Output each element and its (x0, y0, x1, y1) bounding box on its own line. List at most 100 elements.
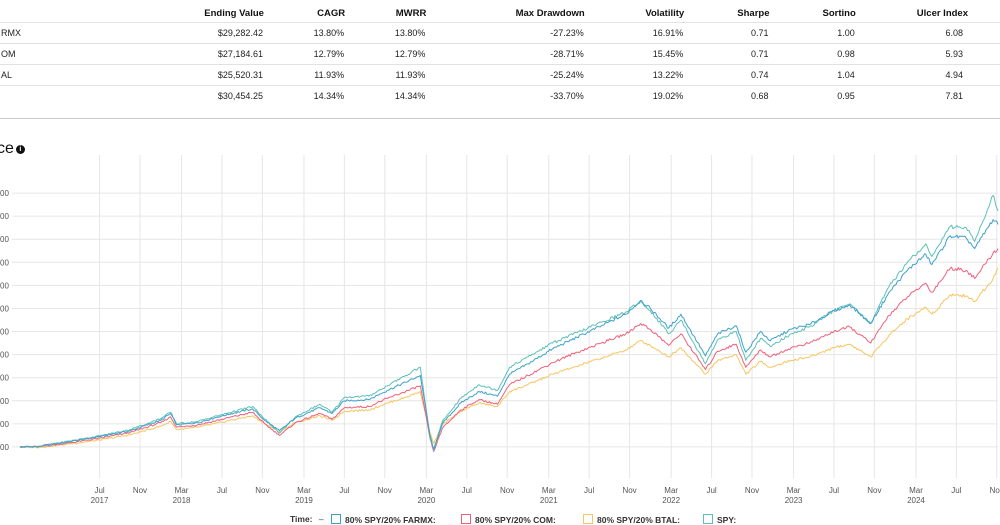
chart-legend: Time: – 80% SPY/20% FARMX: 80% SPY/20% C… (0, 511, 1000, 525)
x-tick-label: Mar (664, 486, 678, 495)
legend-item-farmx[interactable]: 80% SPY/20% FARMX: (331, 514, 436, 525)
table-row: RMX $29,282.42 13.80% 13.80% -27.23% 16.… (0, 22, 1000, 44)
legend-label: 80% SPY/20% FARMX: (345, 515, 436, 525)
table-row: AL $25,520.31 11.93% 11.93% -25.24% 13.2… (0, 64, 1000, 86)
x-tick-label: Jul (462, 486, 472, 495)
legend-label: 80% SPY/20% BTAL: (597, 515, 680, 525)
x-tick-label: Nov (255, 486, 269, 495)
x-tick-label: Nov (500, 486, 514, 495)
x-year-label: 2019 (295, 496, 313, 505)
header-ending-value[interactable]: Ending Value (204, 7, 264, 19)
x-tick-label: Jul (951, 486, 961, 495)
header-max-drawdown[interactable]: Max Drawdown (515, 7, 585, 19)
header-sharpe[interactable]: Sharpe (737, 7, 770, 19)
header-mwrr[interactable]: MWRR (395, 7, 427, 19)
x-tick-label: Nov (378, 486, 392, 495)
table-cell: 12.79% (345, 43, 427, 65)
table-cell: 6.08 (855, 22, 1000, 44)
table-cell: 13.22% (584, 64, 685, 86)
table-cell: $25,520.31 (30, 64, 264, 86)
metrics-header-row: Ending Value CAGR MWRR Max Drawdown Vola… (0, 4, 1000, 23)
legend-item-spy[interactable]: SPY: (703, 514, 736, 525)
table-cell: 0.95 (769, 85, 856, 106)
x-tick-label: Mar (909, 486, 923, 495)
section-title-text: ce (0, 140, 14, 157)
legend-swatch (461, 514, 471, 524)
x-tick-label: Nov (990, 486, 1000, 495)
x-year-label: 2022 (662, 496, 680, 505)
series-line[interactable] (19, 219, 999, 450)
table-cell: 0.74 (684, 64, 770, 86)
legend-item-btal[interactable]: 80% SPY/20% BTAL: (583, 514, 680, 525)
series-line[interactable] (19, 248, 999, 452)
chart-series (19, 194, 999, 452)
table-cell: OM (0, 43, 31, 65)
table-cell: AL (0, 64, 31, 86)
table-cell: 0.98 (769, 43, 856, 65)
y-tick-label: 00 (0, 351, 9, 360)
x-tick-label: Mar (419, 486, 433, 495)
x-tick-label: Nov (622, 486, 636, 495)
table-row: OM $27,184.61 12.79% 12.79% -28.71% 15.4… (0, 43, 1000, 65)
x-tick-label: Jul (217, 486, 227, 495)
legend-item-com[interactable]: 80% SPY/20% COM: (461, 514, 556, 525)
y-tick-label: 00 (0, 420, 9, 429)
series-line[interactable] (19, 267, 999, 449)
y-tick-label: 00 (0, 189, 9, 198)
y-tick-label: 00 (0, 212, 9, 221)
x-year-label: 2021 (540, 496, 558, 505)
header-volatility[interactable]: Volatility (645, 7, 685, 19)
table-cell: 13.80% (263, 22, 346, 44)
y-tick-label: 00 (0, 374, 9, 383)
table-cell: 15.45% (584, 43, 685, 65)
table-cell: 19.02% (584, 85, 685, 106)
table-cell: -33.70% (426, 85, 585, 106)
series-line[interactable] (19, 194, 999, 451)
header-cagr[interactable]: CAGR (317, 7, 346, 19)
table-cell: 13.80% (345, 22, 427, 44)
table-cell: $30,454.25 (30, 85, 264, 106)
table-cell: -25.24% (426, 64, 585, 86)
table-cell: 4.94 (855, 64, 1000, 86)
y-tick-label: 00 (0, 281, 9, 290)
table-cell (0, 85, 31, 106)
y-tick-label: 00 (0, 443, 9, 452)
table-cell: $27,184.61 (30, 43, 264, 65)
table-cell: 0.68 (684, 85, 770, 106)
y-tick-label: 00 (0, 328, 9, 337)
chart-grid (12, 155, 998, 478)
table-cell: 5.93 (855, 43, 1000, 65)
table-cell: 14.34% (345, 85, 427, 106)
x-tick-label: Nov (745, 486, 759, 495)
section-divider (0, 118, 1000, 119)
x-tick-label: Jul (706, 486, 716, 495)
legend-swatch (703, 514, 713, 524)
legend-swatch (583, 514, 593, 524)
x-year-label: 2024 (907, 496, 925, 505)
legend-label: 80% SPY/20% COM: (475, 515, 556, 525)
table-cell: 16.91% (584, 22, 685, 44)
x-year-label: 2020 (417, 496, 435, 505)
section-title: ce i (0, 140, 25, 158)
table-cell: RMX (0, 22, 31, 44)
header-sortino[interactable]: Sortino (822, 7, 856, 19)
table-cell: 11.93% (345, 64, 427, 86)
table-cell: 14.34% (263, 85, 346, 106)
x-tick-label: Jul (829, 486, 839, 495)
table-cell: 0.71 (684, 43, 770, 65)
info-icon[interactable]: i (15, 145, 25, 154)
header-ulcer-index[interactable]: Ulcer Index (916, 7, 968, 19)
table-row: $30,454.25 14.34% 14.34% -33.70% 19.02% … (0, 85, 1000, 106)
y-tick-label: 00 (0, 235, 9, 244)
table-cell: 7.81 (855, 85, 1000, 106)
x-year-label: 2017 (91, 496, 109, 505)
metrics-table: Ending Value CAGR MWRR Max Drawdown Vola… (0, 4, 1000, 106)
x-tick-label: Jul (339, 486, 349, 495)
x-tick-label: Jul (94, 486, 104, 495)
table-cell: 1.04 (769, 64, 856, 86)
x-tick-label: Mar (297, 486, 311, 495)
y-tick-label: 00 (0, 258, 9, 267)
x-tick-label: Nov (133, 486, 147, 495)
